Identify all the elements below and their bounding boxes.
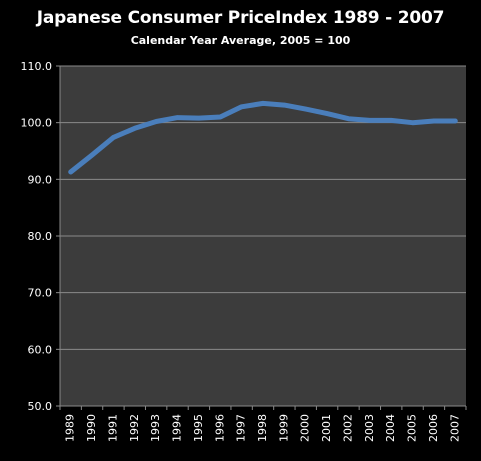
x-tick-label: 1999 <box>277 414 290 442</box>
y-tick-label: 100.0 <box>21 117 53 130</box>
data-point <box>260 101 266 106</box>
x-tick-label: 2001 <box>320 414 333 442</box>
x-tick-label: 2002 <box>341 414 354 442</box>
x-tick-label: 1993 <box>149 414 162 442</box>
y-tick-label: 80.0 <box>28 230 53 243</box>
x-tick-label: 2000 <box>299 414 312 442</box>
x-tick-label: 2004 <box>384 414 397 442</box>
series-layer <box>68 100 458 175</box>
data-point <box>68 169 73 175</box>
data-point <box>111 135 116 140</box>
data-point <box>175 115 180 120</box>
x-tick-label: 1989 <box>64 414 77 442</box>
y-tick-label: 90.0 <box>28 173 53 186</box>
x-tick-label: 2005 <box>406 414 419 442</box>
data-point <box>132 126 137 131</box>
data-point <box>89 152 95 158</box>
x-tick-label: 2006 <box>427 414 440 442</box>
data-point <box>346 116 351 121</box>
y-tick-label: 60.0 <box>28 343 53 356</box>
axes <box>56 65 467 410</box>
data-point <box>389 118 394 123</box>
data-point <box>196 115 202 121</box>
x-tick-label: 1997 <box>235 414 248 442</box>
y-tick-label: 110.0 <box>21 60 53 73</box>
data-point <box>324 111 330 116</box>
x-tick-label: 1991 <box>106 414 119 442</box>
x-tick-label: 2007 <box>448 414 461 442</box>
data-point <box>431 118 437 124</box>
x-tick-label: 1990 <box>85 414 98 442</box>
data-point <box>303 106 308 112</box>
chart-title: Japanese Consumer PriceIndex 1989 - 2007 <box>36 8 445 28</box>
x-axis-tick-labels: 1989 1990 1991 1992 1993 1994 1995 1996 1997 1998… <box>64 414 462 442</box>
x-tick-label: 1995 <box>192 414 205 442</box>
y-tick-label: 50.0 <box>28 400 53 413</box>
chart-subtitle: Calendar Year Average, 2005 = 100 <box>130 34 351 47</box>
x-tick-label: 1996 <box>213 414 226 442</box>
x-tick-label: 1998 <box>256 414 269 442</box>
y-axis-tick-labels: 50.0 60.0 70.0 80.0 90.0 100.0 110.0 <box>21 60 53 413</box>
data-point <box>153 119 159 124</box>
x-tick-label: 1994 <box>171 414 184 442</box>
data-point <box>218 114 223 120</box>
data-point <box>453 118 458 124</box>
data-point <box>410 120 415 125</box>
y-tick-label: 70.0 <box>28 287 53 300</box>
x-tick-label: 2003 <box>363 414 376 442</box>
data-point <box>367 118 373 123</box>
data-point <box>239 104 244 110</box>
data-point <box>282 102 287 108</box>
x-tick-label: 1992 <box>128 414 141 442</box>
